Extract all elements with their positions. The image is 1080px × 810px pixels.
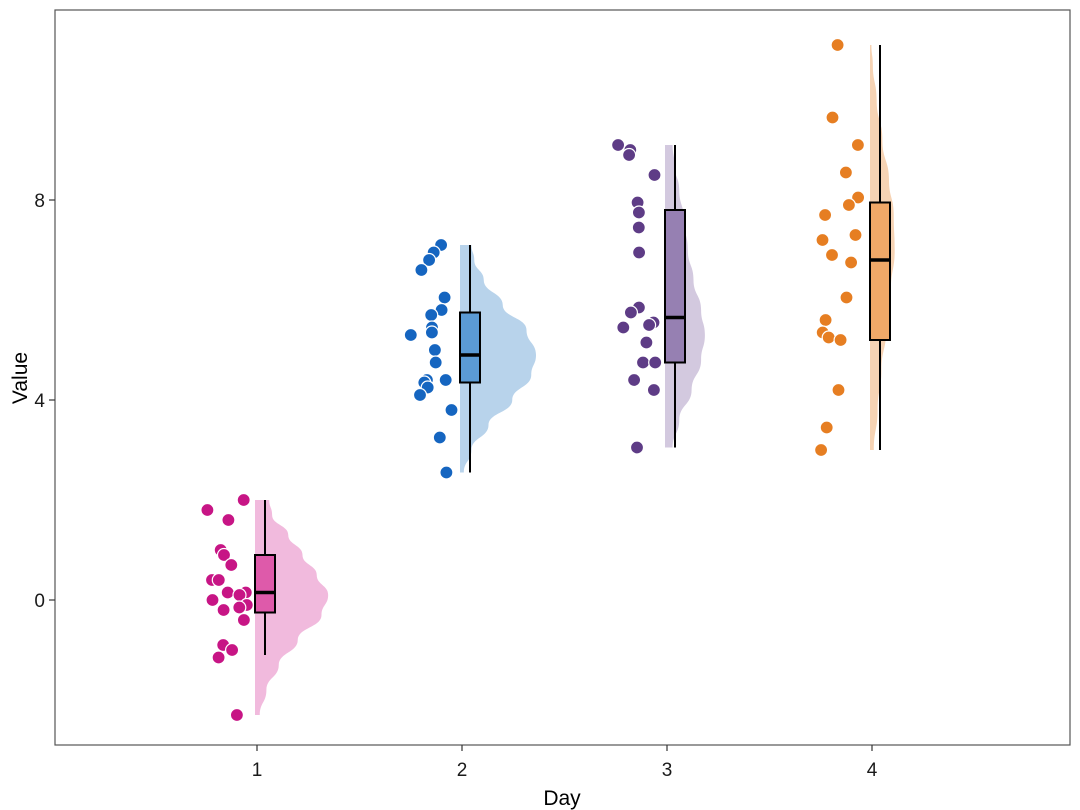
data-point-day-1: [236, 612, 251, 628]
x-tick-label: 1: [252, 760, 263, 781]
data-point-day-3: [647, 167, 662, 183]
data-point-day-4: [813, 442, 829, 458]
data-point-day-4: [839, 290, 854, 305]
data-point-day-4: [848, 227, 863, 243]
data-point-day-1: [229, 707, 244, 723]
y-tick-label: 0: [34, 591, 45, 612]
data-point-day-2: [422, 252, 437, 268]
y-tick-label: 8: [34, 191, 45, 212]
data-point-day-1: [221, 512, 236, 528]
plot-background: [55, 10, 1070, 745]
data-point-day-4: [825, 110, 840, 125]
data-point-day-3: [631, 220, 646, 235]
data-point-day-4: [850, 190, 866, 205]
x-tick-label: 3: [662, 760, 673, 781]
data-point-day-3: [623, 305, 639, 320]
box-day-1: [254, 554, 276, 614]
data-point-day-4: [843, 255, 859, 270]
data-point-day-3: [621, 147, 637, 163]
y-tick-label: 4: [34, 391, 45, 412]
data-point-day-1: [216, 602, 231, 618]
data-point-day-4: [831, 382, 846, 398]
data-point-day-1: [220, 585, 235, 600]
data-point-day-3: [639, 335, 654, 350]
data-point-day-1: [225, 642, 240, 658]
data-point-day-3: [648, 355, 663, 370]
data-point-day-2: [444, 402, 459, 418]
data-point-day-1: [200, 502, 215, 518]
points-layer: [200, 37, 866, 723]
data-point-day-2: [432, 430, 447, 445]
data-point-day-4: [819, 420, 834, 435]
data-point-day-1: [211, 650, 226, 665]
data-point-day-4: [824, 247, 840, 263]
plot-panel-border: [54, 9, 1071, 746]
data-point-day-2: [437, 290, 452, 305]
data-point-day-4: [830, 37, 845, 53]
data-point-day-1: [205, 592, 220, 608]
data-point-day-1: [236, 492, 251, 508]
data-point-day-3: [631, 205, 647, 220]
data-point-day-3: [631, 245, 647, 260]
data-point-day-3: [641, 317, 657, 333]
x-tick-label: 4: [867, 760, 878, 781]
data-point-day-2: [424, 307, 439, 323]
data-point-day-1: [216, 547, 232, 563]
violin-day-2: [460, 245, 536, 473]
data-point-day-4: [850, 137, 866, 153]
data-point-day-3: [626, 372, 642, 388]
data-point-day-2: [403, 327, 418, 343]
x-axis-title: Day: [543, 787, 581, 810]
data-point-day-3: [629, 440, 645, 455]
box-day-3: [664, 209, 686, 364]
data-point-day-2: [412, 387, 428, 403]
boxplot-layer: [254, 45, 891, 655]
data-point-day-2: [414, 262, 429, 278]
data-point-day-4: [815, 232, 830, 248]
data-point-day-4: [841, 197, 857, 213]
data-point-day-3: [616, 320, 631, 335]
data-point-day-3: [610, 137, 626, 153]
data-point-day-2: [438, 372, 453, 388]
data-point-day-2: [424, 325, 439, 340]
x-tick-label: 2: [457, 760, 468, 781]
violin-day-1: [255, 500, 329, 715]
data-point-day-1: [232, 600, 247, 615]
data-point-day-4: [833, 332, 848, 348]
data-point-day-4: [838, 165, 854, 180]
data-point-day-3: [646, 382, 662, 398]
data-point-day-2: [439, 465, 454, 480]
data-point-day-1: [224, 557, 239, 573]
data-point-day-4: [817, 207, 833, 223]
data-point-day-1: [211, 572, 226, 588]
y-axis-title: Value: [9, 352, 32, 404]
data-point-day-2: [427, 342, 442, 358]
data-point-day-2: [428, 355, 443, 370]
data-point-day-4: [821, 330, 836, 345]
data-point-day-4: [818, 312, 833, 328]
box-day-4: [869, 201, 891, 341]
box-day-2: [459, 311, 481, 384]
data-point-day-3: [635, 355, 651, 370]
